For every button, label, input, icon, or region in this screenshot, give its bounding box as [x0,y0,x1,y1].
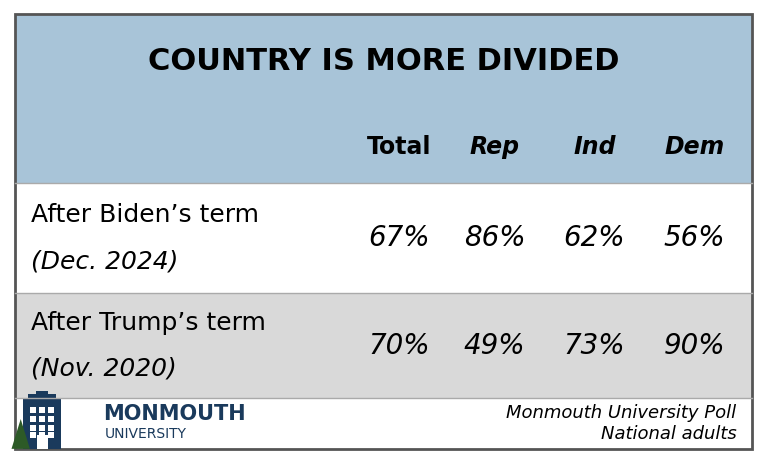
FancyBboxPatch shape [15,183,752,293]
Text: Ind: Ind [573,135,616,158]
FancyBboxPatch shape [15,293,752,398]
FancyBboxPatch shape [37,435,48,449]
Text: (Dec. 2024): (Dec. 2024) [31,249,178,273]
Text: (Nov. 2020): (Nov. 2020) [31,357,176,381]
Text: Dem: Dem [664,135,724,158]
FancyBboxPatch shape [48,425,54,431]
Text: 62%: 62% [564,224,625,252]
Text: 67%: 67% [368,224,430,252]
FancyBboxPatch shape [28,394,56,398]
Text: COUNTRY IS MORE DIVIDED: COUNTRY IS MORE DIVIDED [148,47,619,76]
Text: After Trump’s term: After Trump’s term [31,311,265,335]
Text: After Biden’s term: After Biden’s term [31,203,258,227]
FancyBboxPatch shape [48,416,54,422]
FancyBboxPatch shape [39,425,45,431]
FancyBboxPatch shape [39,407,45,413]
FancyBboxPatch shape [15,110,752,183]
FancyBboxPatch shape [15,14,752,110]
Text: Monmouth University Poll
National adults: Monmouth University Poll National adults [506,404,736,443]
Text: 86%: 86% [464,224,525,252]
Text: 49%: 49% [464,332,525,360]
Text: 56%: 56% [663,224,725,252]
FancyBboxPatch shape [30,407,36,413]
FancyBboxPatch shape [48,432,54,438]
FancyBboxPatch shape [30,425,36,431]
Text: Rep: Rep [469,135,520,158]
Text: UNIVERSITY: UNIVERSITY [105,427,187,441]
FancyBboxPatch shape [48,407,54,413]
Text: 73%: 73% [564,332,625,360]
FancyBboxPatch shape [36,391,48,394]
FancyBboxPatch shape [30,416,36,422]
Text: MONMOUTH: MONMOUTH [104,403,246,424]
Polygon shape [12,419,30,449]
Text: Total: Total [367,135,431,158]
FancyBboxPatch shape [30,432,36,438]
FancyBboxPatch shape [15,398,752,449]
Text: 70%: 70% [368,332,430,360]
FancyBboxPatch shape [23,398,61,449]
Text: 90%: 90% [663,332,725,360]
FancyBboxPatch shape [39,416,45,422]
FancyBboxPatch shape [39,432,45,438]
